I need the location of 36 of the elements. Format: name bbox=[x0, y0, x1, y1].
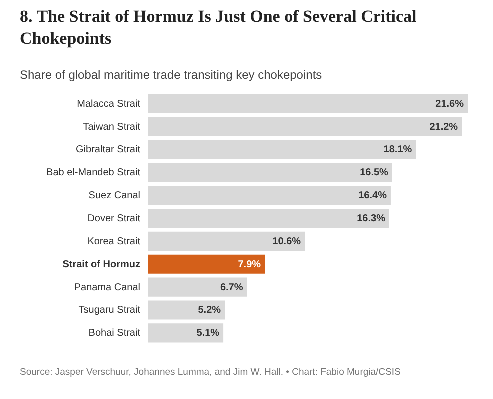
bar bbox=[148, 300, 226, 320]
bar bbox=[148, 232, 306, 251]
bar bbox=[148, 278, 248, 297]
data-label: 6.7% bbox=[220, 282, 244, 294]
y-tick-label: Bab el-Mandeb Strait bbox=[46, 168, 141, 179]
bar bbox=[148, 140, 416, 160]
chart-subtitle: Share of global maritime trade transiting key chokepoints bbox=[20, 68, 322, 82]
y-tick-label: Gibraltar Strait bbox=[76, 144, 141, 156]
y-tick-label: Strait of Hormuz bbox=[62, 259, 140, 270]
bar bbox=[148, 186, 391, 206]
y-tick-label: Dover Strait bbox=[88, 214, 141, 224]
bar bbox=[148, 324, 224, 343]
bar bbox=[148, 117, 462, 136]
y-tick-label: Taiwan Strait bbox=[83, 122, 141, 133]
bar bbox=[148, 94, 468, 114]
y-tick-label: Malacca Strait bbox=[77, 98, 141, 110]
y-tick-label: Suez Canal bbox=[88, 190, 140, 202]
data-label: 16.3% bbox=[357, 214, 386, 224]
bar bbox=[148, 254, 266, 274]
data-label: 7.9% bbox=[238, 259, 262, 270]
y-tick-label: Bohai Strait bbox=[88, 328, 141, 340]
data-label: 10.6% bbox=[272, 236, 302, 248]
data-label: 16.4% bbox=[358, 190, 388, 202]
data-label: 18.1% bbox=[384, 144, 412, 156]
bar bbox=[148, 163, 392, 182]
data-label: 16.5% bbox=[360, 168, 389, 179]
data-label: 5.1% bbox=[196, 328, 220, 340]
y-tick-label: Tsugaru Strait bbox=[78, 305, 141, 316]
data-label: 21.2% bbox=[430, 122, 458, 133]
bar bbox=[148, 208, 390, 228]
chart-title: 8. The Strait of Hormuz Is Just One of Several Critical Chokepoints bbox=[20, 7, 418, 48]
y-tick-label: Korea Strait bbox=[88, 236, 141, 248]
data-label: 21.6% bbox=[436, 98, 464, 110]
data-label: 5.2% bbox=[198, 305, 222, 316]
source-note: Source: Jasper Verschuur, Johannes Lumma, and Jim W. Hall. • Chart: Fabio Murgia/CSIS bbox=[20, 367, 401, 378]
y-tick-label: Panama Canal bbox=[74, 282, 140, 294]
